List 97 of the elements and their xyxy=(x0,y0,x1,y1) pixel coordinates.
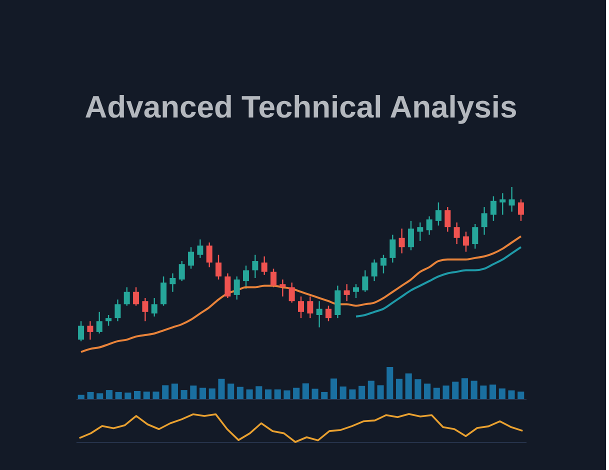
chart-title: Advanced Technical Analysis xyxy=(84,89,518,124)
candlestick xyxy=(96,311,102,334)
bar xyxy=(433,388,440,399)
candlestick xyxy=(518,198,524,222)
bar xyxy=(293,388,300,399)
candlestick xyxy=(426,216,432,236)
bar xyxy=(358,386,366,399)
candlestick xyxy=(234,276,240,300)
bar xyxy=(246,389,253,399)
bar xyxy=(199,388,206,399)
bar xyxy=(312,388,318,399)
candlestick xyxy=(371,258,378,282)
bar xyxy=(340,386,346,399)
bar xyxy=(349,389,356,399)
bar xyxy=(396,378,403,399)
candlestick xyxy=(344,284,350,302)
candlestick xyxy=(288,282,295,304)
bar xyxy=(490,384,496,399)
candlestick xyxy=(160,276,167,306)
candlestick xyxy=(197,238,204,259)
bar xyxy=(321,392,328,399)
bar xyxy=(461,378,468,399)
candlestick xyxy=(224,272,231,299)
bar xyxy=(228,384,234,399)
bar xyxy=(405,373,412,399)
bar xyxy=(152,392,160,399)
candlestick xyxy=(87,320,94,340)
bar xyxy=(442,386,450,399)
candlestick xyxy=(462,231,469,252)
bar xyxy=(368,380,374,399)
candlestick xyxy=(325,305,332,322)
bar xyxy=(124,392,132,399)
bar xyxy=(106,390,112,399)
candlestick xyxy=(454,222,460,245)
bar xyxy=(302,383,309,399)
bar xyxy=(470,380,478,399)
bar xyxy=(162,385,169,399)
bar xyxy=(386,367,394,399)
bar xyxy=(330,378,338,399)
candlestick xyxy=(106,314,112,326)
bar xyxy=(180,390,188,399)
candlestick xyxy=(142,297,148,322)
bar xyxy=(236,386,244,399)
bar xyxy=(134,391,141,399)
candlestick xyxy=(380,254,386,274)
candlestick xyxy=(133,286,140,306)
candlestick xyxy=(206,242,212,268)
bar xyxy=(115,392,122,399)
candlestick xyxy=(408,220,414,251)
bar xyxy=(414,379,422,399)
bar xyxy=(87,392,94,399)
candlestick xyxy=(490,196,496,222)
candlestick xyxy=(243,265,250,290)
bar xyxy=(508,390,515,399)
candlestick xyxy=(472,223,478,250)
bar xyxy=(274,389,281,399)
candlestick xyxy=(352,284,359,299)
candlestick xyxy=(298,296,304,319)
bar xyxy=(96,393,104,399)
candlestick xyxy=(390,234,396,264)
candlestick xyxy=(444,206,451,232)
bar xyxy=(284,390,290,399)
candlestick xyxy=(417,222,424,242)
bar xyxy=(256,386,262,399)
candlestick xyxy=(316,300,322,328)
candlestick xyxy=(307,296,314,319)
candlestick xyxy=(124,286,130,306)
bar xyxy=(171,384,178,399)
candlestick xyxy=(362,270,368,292)
bar xyxy=(190,386,197,399)
bar xyxy=(480,386,487,399)
bar xyxy=(264,389,272,399)
bar xyxy=(78,394,84,399)
candlestick xyxy=(481,206,488,236)
candlestick xyxy=(78,320,84,342)
bar xyxy=(208,388,216,399)
candlestick xyxy=(170,272,176,292)
bar xyxy=(424,384,431,399)
candlestick xyxy=(252,254,258,279)
candlestick xyxy=(280,278,286,298)
bar xyxy=(143,392,150,399)
candlestick xyxy=(508,186,515,212)
bar xyxy=(452,382,459,399)
candlestick xyxy=(114,298,121,322)
candlestick xyxy=(178,260,185,282)
candlestick xyxy=(216,254,222,280)
bar xyxy=(518,392,524,399)
candlestick xyxy=(270,268,277,288)
candlestick xyxy=(261,256,268,276)
candlestick xyxy=(188,246,194,270)
candlestick xyxy=(500,192,506,216)
candlestick xyxy=(398,228,405,254)
bar xyxy=(218,378,225,399)
bar xyxy=(498,388,506,399)
candlestick xyxy=(151,297,158,318)
candlestick xyxy=(435,202,442,226)
bar xyxy=(377,385,384,399)
